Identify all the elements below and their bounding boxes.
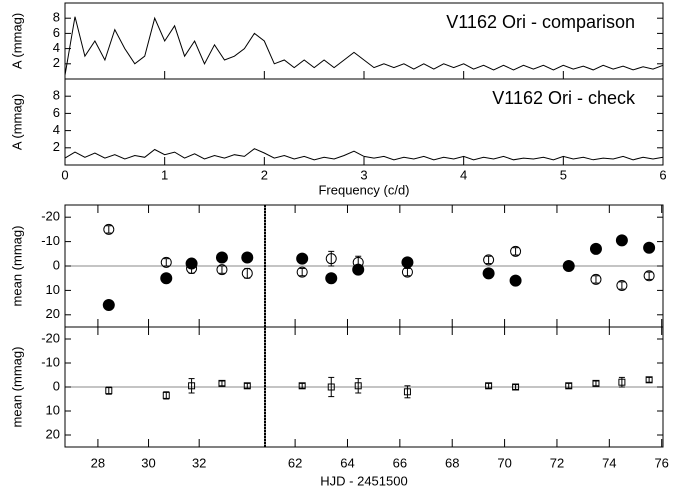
point <box>562 260 575 272</box>
x-tick-label: 68 <box>445 455 459 470</box>
point <box>643 241 656 254</box>
point <box>241 251 254 264</box>
y-axis-label: A (mmag) <box>9 94 24 150</box>
x-tick-label: 2 <box>261 167 268 182</box>
x-tick-label: 62 <box>288 455 302 470</box>
point <box>645 376 653 384</box>
x-tick-label: 64 <box>340 455 354 470</box>
x-tick-label: 30 <box>141 455 155 470</box>
point <box>188 382 196 390</box>
panel-label: V1162 Ori - check <box>492 88 636 108</box>
point <box>325 253 337 265</box>
point <box>401 256 414 269</box>
spectrum-line <box>64 16 664 76</box>
y-tick-label: 10 <box>46 402 60 417</box>
y-axis-label: A (mmag) <box>9 13 24 69</box>
point <box>218 379 226 387</box>
x-tick-label: 76 <box>654 455 668 470</box>
point <box>352 263 365 276</box>
point <box>616 280 628 292</box>
point <box>325 272 338 285</box>
x-tick-label: 1 <box>161 167 168 182</box>
point <box>162 391 170 399</box>
y-tick-label: -10 <box>41 233 60 248</box>
y-tick-label: 20 <box>46 426 60 441</box>
x-tick-label: 5 <box>560 167 567 182</box>
x-tick-label: 74 <box>602 455 616 470</box>
point <box>327 383 335 391</box>
point <box>354 382 362 390</box>
x-tick-label: 72 <box>550 455 564 470</box>
x-tick-label: 4 <box>460 167 467 182</box>
point <box>102 299 115 312</box>
point <box>589 242 602 255</box>
point <box>510 245 522 257</box>
y-tick-label: -20 <box>41 209 60 224</box>
y-tick-label: 0 <box>53 378 60 393</box>
y-axis-label: mean (mmag) <box>9 347 24 428</box>
x-tick-label: 32 <box>192 455 206 470</box>
y-tick-label: 20 <box>46 306 60 321</box>
y-tick-label: 2 <box>53 139 60 154</box>
y-tick-label: 0 <box>53 257 60 272</box>
y-tick-label: 8 <box>53 88 60 103</box>
point <box>103 223 115 235</box>
x-tick-label: 70 <box>497 455 511 470</box>
y-tick-label: 4 <box>53 40 60 55</box>
spectrum-line <box>64 148 664 161</box>
point <box>185 257 198 270</box>
point <box>592 379 600 387</box>
point <box>618 378 626 386</box>
x-axis-label: Frequency (c/d) <box>318 182 409 197</box>
x-tick-label: 66 <box>393 455 407 470</box>
point <box>160 272 173 285</box>
point <box>105 387 113 395</box>
point <box>485 382 493 390</box>
x-tick-label: 0 <box>61 167 68 182</box>
point <box>509 274 522 287</box>
point <box>482 267 495 280</box>
y-tick-label: 10 <box>46 282 60 297</box>
point <box>403 388 411 396</box>
x-tick-label: 3 <box>360 167 367 182</box>
y-tick-label: -20 <box>41 330 60 345</box>
point <box>215 251 228 264</box>
y-tick-label: 8 <box>53 10 60 25</box>
point <box>483 254 495 266</box>
y-tick-label: 6 <box>53 105 60 120</box>
point <box>296 266 308 278</box>
point <box>243 382 251 390</box>
point <box>565 382 573 390</box>
point <box>590 273 602 285</box>
point <box>241 267 253 279</box>
x-tick-label: 28 <box>91 455 105 470</box>
y-axis-label: mean (mmag) <box>9 226 24 307</box>
point <box>160 256 172 268</box>
y-tick-label: 6 <box>53 25 60 40</box>
x-tick-label: 6 <box>659 167 666 182</box>
point <box>615 234 628 247</box>
point <box>216 264 228 276</box>
x-axis-label: HJD - 2451500 <box>320 473 407 488</box>
y-tick-label: 4 <box>53 122 60 137</box>
point <box>643 270 655 282</box>
point <box>512 383 520 391</box>
y-tick-label: -10 <box>41 354 60 369</box>
y-tick-label: 2 <box>53 55 60 70</box>
panel-label: V1162 Ori - comparison <box>446 12 635 32</box>
point <box>296 252 309 265</box>
point <box>298 382 306 390</box>
